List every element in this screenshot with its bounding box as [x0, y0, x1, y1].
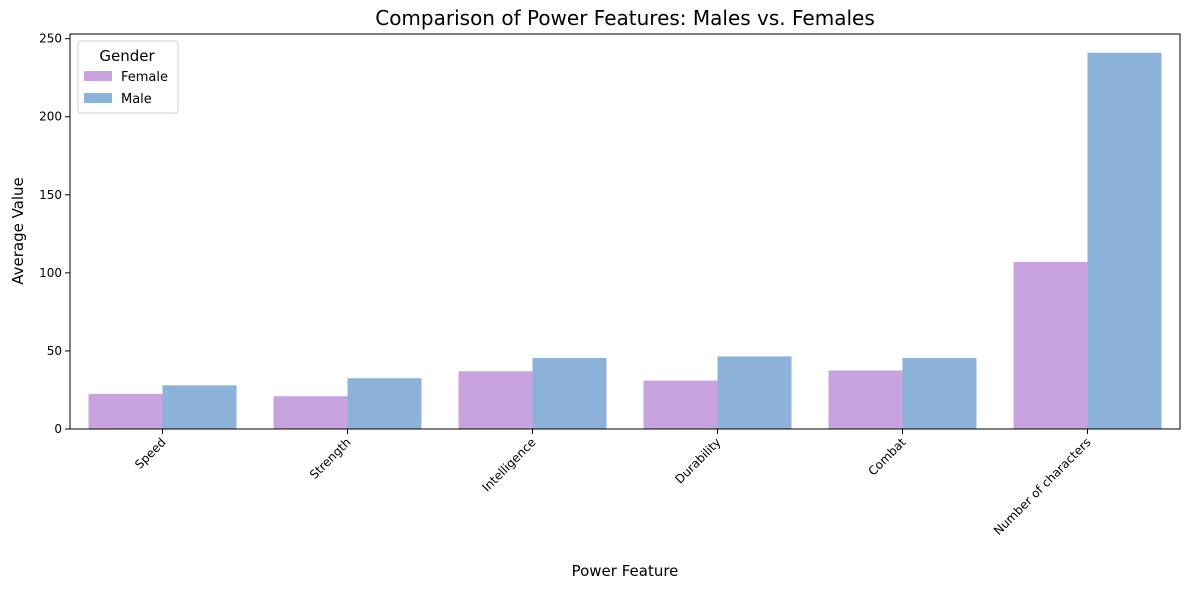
bar-female-strength [273, 396, 348, 429]
y-tick-label: 50 [47, 344, 62, 358]
x-tick-label-durability: Durability [672, 435, 723, 486]
x-axis-label: Power Feature [572, 562, 679, 580]
axes-frame [69, 33, 1181, 430]
y-tick-label: 200 [39, 110, 62, 124]
bar-female-speed [88, 393, 163, 429]
plot-area: 0 50 100 150 200 250 Speed Strength Intelligence… [39, 32, 1181, 538]
y-tick-label: 0 [54, 422, 62, 436]
bar-female-combat [828, 370, 903, 429]
bar-female-intelligence [458, 371, 533, 429]
bar-male-intelligence [532, 357, 607, 429]
y-tick-label: 250 [39, 32, 62, 46]
x-tick-label-combat: Combat [865, 435, 908, 478]
bar-female-number-of-characters [1013, 261, 1088, 429]
bar-male-combat [902, 357, 977, 429]
bar-male-number-of-characters [1087, 52, 1162, 430]
legend-swatch-female [84, 71, 112, 81]
y-axis-label: Average Value [9, 177, 27, 285]
legend-label-female: Female [121, 70, 168, 85]
legend: Gender Female Male [77, 40, 179, 114]
y-tick-label: 100 [39, 266, 62, 280]
x-tick-label-speed: Speed [132, 435, 169, 472]
y-tick-label: 150 [39, 188, 62, 202]
bar-male-speed [162, 385, 237, 429]
bar-male-durability [717, 356, 792, 429]
bar-male-strength [347, 378, 422, 429]
legend-label-male: Male [121, 92, 152, 107]
x-tick-label-strength: Strength [307, 435, 354, 482]
bar-female-durability [643, 380, 718, 429]
chart-title: Comparison of Power Features: Males vs. … [375, 6, 875, 30]
x-tick-label-number-of-characters: Number of characters [991, 435, 1094, 538]
legend-swatch-male [84, 93, 112, 103]
x-tick-label-intelligence: Intelligence [479, 435, 538, 494]
legend-title: Gender [99, 47, 155, 65]
